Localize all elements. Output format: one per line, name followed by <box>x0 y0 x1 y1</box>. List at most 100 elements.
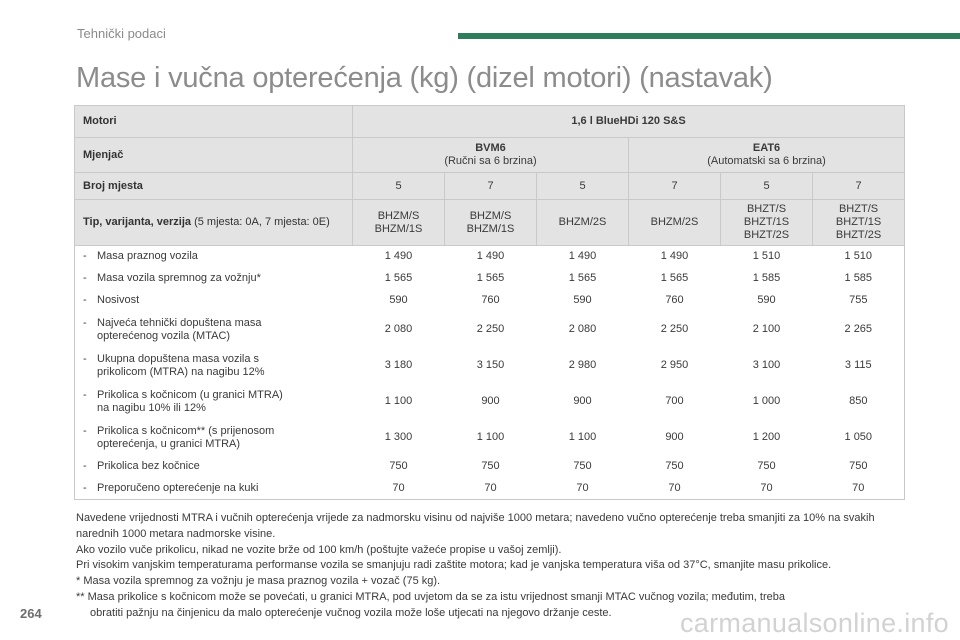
value-cell: 2 265 <box>812 311 906 348</box>
seats-cell: 7 <box>811 172 906 200</box>
value-cell: 3 115 <box>812 347 906 384</box>
row-label-line: opterećenja, u granici MTRA) <box>97 437 241 450</box>
value-cell: 1 565 <box>660 272 689 284</box>
value-cell: 2 250 <box>660 323 689 335</box>
notes: Navedene vrijednosti MTRA i vučnih opter… <box>76 511 906 622</box>
row-label-line: Najveća tehnički dopuštena masa <box>97 316 262 329</box>
type-code: BHZM/1S <box>466 222 515 235</box>
type-code: BHZM/2S <box>650 216 699 228</box>
value-cell: 1 565 <box>568 272 597 284</box>
row-label-line: Prikolica s kočnicom** (s prijenosom <box>97 424 275 437</box>
type-code: BHZT/2S <box>743 229 790 241</box>
seats-cell: 5 <box>536 172 629 200</box>
value-cell: 70 <box>444 477 537 500</box>
mjenjac-row: Mjenjač BVM6 (Ručni sa 6 brzina) EAT6 (A… <box>74 137 906 173</box>
type-code: BHZT/S <box>838 203 879 215</box>
section-header: Tehnički podaci <box>77 26 166 41</box>
row-label-cell: - Prikolica bez kočnice <box>74 455 353 478</box>
value-cell: 1 100 <box>384 395 413 407</box>
value-cell: 1 000 <box>752 395 781 407</box>
page-title: Mase i vučna opterećenja (kg) (dizel mot… <box>76 62 773 94</box>
seats-cell: 7 <box>628 172 721 200</box>
value-cell: 2 980 <box>568 359 597 371</box>
type-cell: BHZT/S BHZT/1S BHZT/2S <box>720 199 813 246</box>
table-row: - Masa praznog vozila 1 490 1 490 1 490 1 490… <box>74 245 906 268</box>
value-cell: 70 <box>352 477 445 500</box>
bullet-dash: - <box>83 272 87 284</box>
row-label-cell: - Masa vozila spremnog za vožnju* <box>74 267 353 290</box>
value-cell: 70 <box>812 477 906 500</box>
value-cell: 1 585 <box>812 267 906 290</box>
gearbox-name: EAT6 <box>752 142 781 154</box>
type-row: Tip, varijanta, verzija (5 mjesta: 0A, 7… <box>74 199 906 246</box>
row-label-cell: - Prikolica s kočnicom (u granici MTRA) na… <box>74 383 353 420</box>
value-cell: 760 <box>481 294 500 306</box>
value-cell: 70 <box>536 477 629 500</box>
note-speed: Ako vozilo vuče prikolicu, nikad ne vozi… <box>76 543 562 556</box>
type-cell: BHZM/S BHZM/1S <box>352 199 445 246</box>
watermark: carmanualsonline.info <box>680 608 949 638</box>
value-cell: 2 080 <box>568 323 597 335</box>
page-number: 264 <box>20 606 42 621</box>
motori-label: Motori <box>74 105 353 138</box>
table-row: - Nosivost 590 760 590 760 590 755 <box>74 289 906 312</box>
note-footnote-1: * Masa vozila spremnog za vožnju je masa… <box>76 575 441 588</box>
row-label-line: prikolicom (MTRA) na nagibu 12% <box>97 365 265 378</box>
table-row: - Prikolica s kočnicom** (s prijenosom opt… <box>74 419 906 456</box>
seats-cell: 5 <box>352 172 445 200</box>
value-cell: 3 100 <box>752 359 781 371</box>
bullet-dash: - <box>83 250 87 263</box>
type-code: BHZM/S <box>377 209 420 222</box>
type-code: BHZT/1S <box>835 216 882 228</box>
table-row: - Preporučeno opterećenje na kuki 70 70 70 70… <box>74 477 906 500</box>
value-cell: 3 150 <box>476 359 505 371</box>
value-cell: 1 565 <box>384 272 413 284</box>
seats-cell: 7 <box>444 172 537 200</box>
value-cell: 1 100 <box>568 431 597 443</box>
value-cell: 750 <box>389 460 408 472</box>
type-code: BHZT/S <box>746 203 787 215</box>
row-label: Prikolica s kočnicom** (s prijenosom opte… <box>97 425 351 451</box>
note-footnote-2-cont: obratiti pažnju na činjenicu da malo opt… <box>90 606 612 619</box>
value-cell: 1 490 <box>476 250 505 263</box>
row-label: Nosivost <box>97 294 351 307</box>
type-cell: BHZM/2S <box>628 199 721 246</box>
note-temperature: Pri visokim vanjskim temperaturama perfo… <box>76 559 832 572</box>
row-label: Masa vozila spremnog za vožnju* <box>97 272 351 285</box>
bullet-dash: - <box>83 424 87 437</box>
type-code: BHZM/S <box>469 209 512 222</box>
value-cell: 2 080 <box>384 323 413 335</box>
type-label-cell: Tip, varijanta, verzija (5 mjesta: 0A, 7… <box>74 199 353 246</box>
bullet-dash: - <box>83 481 87 494</box>
value-cell: 750 <box>812 455 906 478</box>
type-code: BHZT/1S <box>743 216 790 228</box>
value-cell: 900 <box>573 395 592 407</box>
header-accent-bar <box>458 33 960 39</box>
value-cell: 1 565 <box>476 272 505 284</box>
table-row: - Prikolica s kočnicom (u granici MTRA) na… <box>74 383 906 420</box>
value-cell: 900 <box>665 431 684 443</box>
row-label-line: Preporučeno opterećenje na kuki <box>97 481 259 494</box>
value-cell: 750 <box>757 460 776 472</box>
row-label: Ukupna dopuštena masa vozila s prikolicom… <box>97 353 351 379</box>
value-cell: 1 510 <box>812 245 906 268</box>
table-row: - Masa vozila spremnog za vožnju* 1 565 1 5… <box>74 267 906 290</box>
row-label-line: Prikolica s kočnicom (u granici MTRA) <box>97 388 283 401</box>
value-cell: 750 <box>481 460 500 472</box>
specs-table: Motori 1,6 l BlueHDi 120 S&S Mjenjač BVM… <box>74 105 906 500</box>
value-cell: 1 300 <box>384 431 413 443</box>
seats-row: Broj mjesta 5 7 5 7 5 7 <box>74 172 906 200</box>
row-label-line: opterećenog vozila (MTAC) <box>97 329 231 342</box>
row-label-line: Ukupna dopuštena masa vozila s <box>97 352 260 365</box>
seats-cell: 5 <box>720 172 813 200</box>
value-cell: 1 100 <box>476 431 505 443</box>
gearbox-desc: (Ručni sa 6 brzina) <box>444 155 537 167</box>
table-row: - Prikolica bez kočnice 750 750 750 750 750 750 <box>74 455 906 478</box>
type-note: (5 mjesta: 0A, 7 mjesta: 0E) <box>191 216 330 228</box>
note-footnote-2: ** Masa prikolice s kočnicom može se pov… <box>76 590 785 603</box>
bullet-dash: - <box>83 294 87 306</box>
row-label-line: na nagibu 10% ili 12% <box>97 401 206 414</box>
value-cell: 70 <box>628 477 721 500</box>
type-code: BHZT/2S <box>835 229 882 241</box>
data-rows: - Masa praznog vozila 1 490 1 490 1 490 1 490… <box>74 245 906 500</box>
